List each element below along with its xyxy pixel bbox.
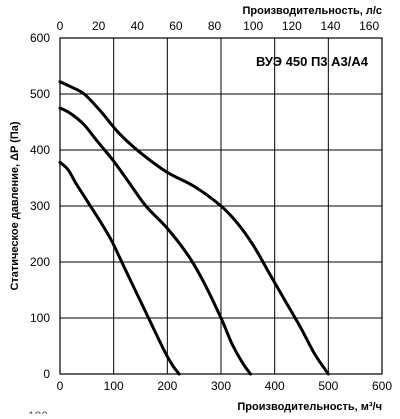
x2-tick-label: 0 — [57, 19, 64, 33]
x-tick-label: 400 — [265, 379, 285, 393]
series-layer — [58, 80, 330, 376]
partial-tick-label: 100 — [28, 409, 48, 414]
series-line-3 — [58, 160, 181, 376]
y-axis-title: Статическое давление, ΔP (Па) — [9, 121, 21, 290]
x-tick-label: 200 — [157, 379, 177, 393]
x2-tick-label: 100 — [243, 19, 263, 33]
x2-tick-label: 60 — [169, 19, 183, 33]
model-label: ВУЭ 450 П3 А3/А4 — [256, 54, 369, 69]
x-tick-label: 600 — [372, 379, 392, 393]
series-line-1 — [58, 80, 330, 376]
x2-tick-label: 140 — [320, 19, 340, 33]
y-tick-label: 100 — [30, 311, 50, 325]
y-tick-label: 0 — [43, 367, 50, 381]
plot-frame — [59, 37, 383, 375]
x2-tick-label: 80 — [208, 19, 222, 33]
x2-tick-label: 120 — [282, 19, 302, 33]
y-tick-label: 500 — [30, 87, 50, 101]
series-line-2 — [58, 106, 252, 376]
x-tick-label: 300 — [211, 379, 231, 393]
x-tick-label: 500 — [318, 379, 338, 393]
x2-axis-title: Производительность, л/с — [242, 5, 382, 17]
y-tick-label: 200 — [30, 255, 50, 269]
y-tick-label: 600 — [30, 31, 50, 45]
y-tick-label: 400 — [30, 143, 50, 157]
x2-tick-label: 160 — [359, 19, 379, 33]
x2-tick-label: 40 — [131, 19, 145, 33]
x2-tick-label: 20 — [92, 19, 106, 33]
y-tick-label: 300 — [30, 199, 50, 213]
x-tick-label: 0 — [57, 379, 64, 393]
tick-labels: 0 100 200 300 400 500 600 0 20 40 60 80 100 120 140 160… — [30, 19, 392, 393]
x-tick-label: 100 — [104, 379, 124, 393]
x-axis-title: Производительность, м³/ч — [237, 401, 382, 413]
